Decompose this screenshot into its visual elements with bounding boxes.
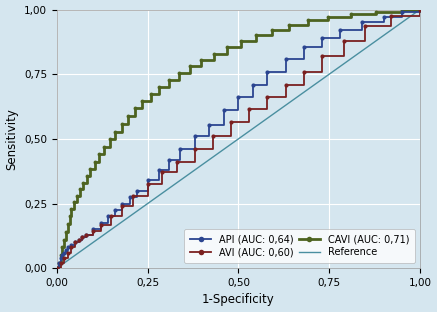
Y-axis label: Sensitivity: Sensitivity [6, 108, 18, 170]
X-axis label: 1-Specificity: 1-Specificity [202, 294, 275, 306]
Legend: API (AUC: 0,64), AVI (AUC: 0,60), CAVI (AUC: 0,71), Reference: API (AUC: 0,64), AVI (AUC: 0,60), CAVI (… [184, 229, 415, 263]
